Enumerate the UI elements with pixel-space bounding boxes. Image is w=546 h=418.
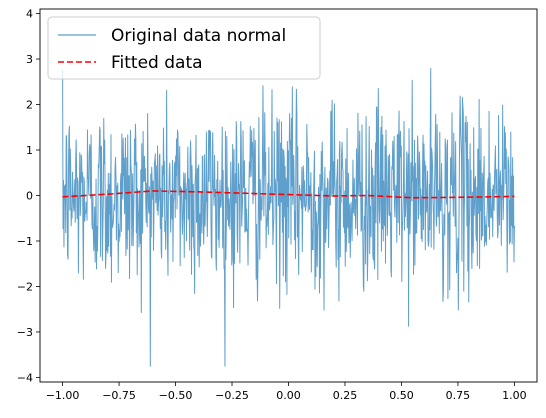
x-tick-label: 0.50 xyxy=(389,389,414,402)
legend-label: Original data normal xyxy=(111,26,286,46)
y-tick-label: 4 xyxy=(26,8,33,21)
legend-label: Fitted data xyxy=(111,53,203,73)
y-tick-label: −2 xyxy=(17,280,33,293)
x-tick-label: −0.75 xyxy=(102,389,136,402)
legend: Original data normal Fitted data xyxy=(48,17,320,79)
x-tick-label: 0.25 xyxy=(333,389,358,402)
x-tick-label: −0.50 xyxy=(159,389,193,402)
x-tick-label: −1.00 xyxy=(46,389,80,402)
x-tick-label: −0.25 xyxy=(215,389,249,402)
x-tick-label: 0.75 xyxy=(446,389,471,402)
y-tick-label: −3 xyxy=(17,326,33,339)
y-tick-label: 1 xyxy=(26,144,33,157)
y-tick-label: 2 xyxy=(26,99,33,112)
x-tick-label: 0.00 xyxy=(276,389,301,402)
x-tick-label: 1.00 xyxy=(502,389,527,402)
y-tick-label: −1 xyxy=(17,235,33,248)
y-tick-label: 0 xyxy=(26,190,33,203)
y-tick-label: 3 xyxy=(26,53,33,66)
y-tick-label: −4 xyxy=(17,371,33,384)
